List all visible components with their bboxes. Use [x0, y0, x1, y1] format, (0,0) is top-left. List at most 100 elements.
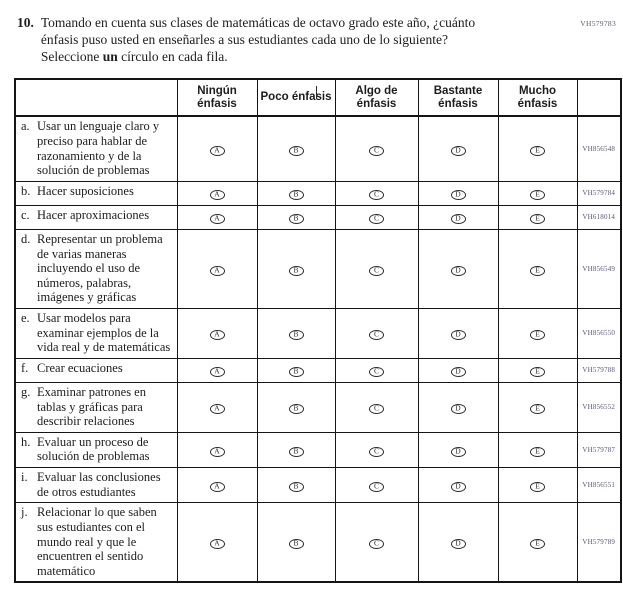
- option-cell-e: E: [497, 466, 578, 504]
- item-cell: g. Examinar patrones en tablas y gráfica…: [14, 381, 178, 433]
- question-text-part1: Tomando en cuenta sus clases de matemáti…: [40, 15, 476, 64]
- answer-oval-b[interactable]: B: [288, 265, 304, 276]
- oval-letter: C: [373, 366, 379, 376]
- answer-oval-d[interactable]: D: [450, 403, 466, 415]
- option-cell-a: A: [176, 466, 258, 504]
- answer-oval-a[interactable]: A: [209, 265, 225, 276]
- answer-oval-b[interactable]: B: [288, 330, 304, 341]
- table-row: a. Usar un lenguaje claro y preciso para…: [14, 115, 622, 182]
- answer-oval-d[interactable]: D: [450, 190, 466, 201]
- answer-oval-d[interactable]: D: [450, 481, 466, 492]
- answer-oval-a[interactable]: A: [209, 481, 225, 492]
- option-cell-e: E: [497, 308, 578, 359]
- table-row: b. Hacer suposiciones A B C D E VH579784: [14, 180, 622, 206]
- question-text-bold: un: [102, 48, 118, 64]
- answer-oval-e[interactable]: E: [530, 446, 545, 457]
- answer-oval-d[interactable]: D: [450, 446, 466, 457]
- answer-oval-a[interactable]: A: [209, 214, 225, 225]
- answer-oval-c[interactable]: C: [369, 265, 384, 276]
- oval-letter: D: [455, 366, 461, 376]
- option-cell-d: D: [417, 180, 499, 206]
- answer-oval-a[interactable]: A: [209, 404, 225, 415]
- row-letter: h.: [21, 434, 31, 449]
- header-row: Ningún énfasis Poco énfasis Algo de énfa…: [14, 78, 622, 118]
- answer-oval-e[interactable]: E: [530, 404, 545, 415]
- answer-oval-c[interactable]: C: [369, 190, 384, 201]
- option-cell-d: D: [417, 466, 499, 504]
- oval-letter: A: [214, 366, 220, 376]
- answer-oval-c[interactable]: C: [369, 145, 384, 156]
- column-header-mucho-enfasis: Mucho énfasis: [497, 78, 578, 118]
- answer-oval-d[interactable]: D: [450, 265, 466, 276]
- option-cell-d: D: [417, 228, 499, 310]
- answer-oval-e[interactable]: E: [530, 330, 545, 341]
- answer-oval-e[interactable]: E: [530, 145, 545, 156]
- option-cell-b: B: [256, 204, 336, 230]
- answer-oval-e[interactable]: E: [530, 265, 545, 276]
- table-row: e. Usar modelos para examinar ejemplos d…: [14, 308, 622, 359]
- answer-oval-b[interactable]: B: [288, 213, 304, 225]
- answer-oval-a[interactable]: A: [209, 190, 225, 201]
- oval-letter: D: [455, 403, 461, 413]
- answer-oval-b[interactable]: B: [288, 539, 304, 550]
- answer-oval-c[interactable]: C: [369, 446, 384, 457]
- question-text: Tomando en cuenta sus clases de matemáti…: [41, 15, 493, 66]
- answer-oval-c[interactable]: C: [369, 539, 384, 550]
- oval-letter: B: [293, 213, 299, 223]
- answer-oval-b[interactable]: B: [288, 446, 304, 457]
- oval-letter: C: [373, 145, 379, 155]
- answer-oval-d[interactable]: D: [450, 366, 466, 378]
- answer-oval-d[interactable]: D: [450, 145, 466, 156]
- row-letter: i.: [21, 470, 28, 484]
- answer-oval-b[interactable]: B: [288, 367, 304, 378]
- table-row: c. Hacer aproximaciones A B C D E VH6180…: [14, 204, 622, 230]
- item-cell: j. Relacionar lo que saben sus estudiant…: [14, 502, 178, 583]
- answer-oval-b[interactable]: B: [288, 190, 304, 201]
- answer-oval-e[interactable]: E: [530, 539, 545, 550]
- item-cell: c. Hacer aproximaciones: [14, 204, 178, 230]
- answer-oval-b[interactable]: B: [288, 404, 304, 415]
- option-cell-a: A: [176, 431, 258, 469]
- answer-oval-e[interactable]: E: [530, 190, 545, 201]
- question-text-part2: círculo en cada fila.: [117, 48, 228, 64]
- option-cell-e: E: [497, 204, 578, 230]
- answer-oval-c[interactable]: C: [369, 404, 384, 415]
- answer-oval-b[interactable]: B: [288, 481, 304, 492]
- option-cell-a: A: [176, 180, 258, 206]
- oval-letter: A: [214, 145, 220, 155]
- answer-oval-a[interactable]: A: [209, 330, 225, 341]
- answer-oval-a[interactable]: A: [209, 446, 225, 457]
- table-row: d. Representar un problema de varias man…: [14, 228, 622, 310]
- answer-oval-b[interactable]: B: [288, 145, 304, 156]
- option-cell-a: A: [176, 357, 258, 383]
- oval-letter: D: [455, 538, 461, 548]
- option-cell-c: C: [334, 381, 419, 433]
- answer-oval-a[interactable]: A: [209, 366, 225, 378]
- answer-oval-d[interactable]: D: [450, 538, 466, 550]
- item-cell: h. Evaluar un proceso de solución de pro…: [14, 431, 178, 469]
- answer-oval-c[interactable]: C: [369, 366, 384, 378]
- oval-letter: C: [373, 481, 379, 491]
- answer-oval-e[interactable]: E: [530, 481, 545, 492]
- option-cell-d: D: [417, 431, 499, 469]
- answer-oval-d[interactable]: D: [450, 330, 466, 341]
- row-code: VH618014: [576, 204, 622, 230]
- answer-oval-e[interactable]: E: [530, 367, 545, 378]
- answer-oval-e[interactable]: E: [530, 214, 545, 225]
- row-label: Examinar patrones en tablas y gráficas p…: [37, 384, 146, 429]
- answer-oval-d[interactable]: D: [450, 214, 466, 225]
- oval-letter: A: [214, 538, 220, 548]
- answer-oval-c[interactable]: C: [369, 214, 384, 225]
- answer-oval-c[interactable]: C: [369, 330, 384, 341]
- item-cell: d. Representar un problema de varias man…: [14, 228, 178, 310]
- option-cell-c: C: [334, 431, 419, 469]
- answer-oval-c[interactable]: C: [369, 481, 384, 492]
- row-label: Evaluar un proceso de solución de proble…: [37, 434, 150, 464]
- option-cell-c: C: [334, 308, 419, 359]
- answer-oval-a[interactable]: A: [209, 538, 225, 550]
- answer-oval-a[interactable]: A: [209, 145, 225, 156]
- row-label: Hacer aproximaciones: [37, 207, 150, 222]
- table-row: g. Examinar patrones en tablas y gráfica…: [14, 381, 622, 433]
- row-code: VH579784: [576, 180, 622, 206]
- column-header-bastante-enfasis: Bastante énfasis: [417, 78, 499, 118]
